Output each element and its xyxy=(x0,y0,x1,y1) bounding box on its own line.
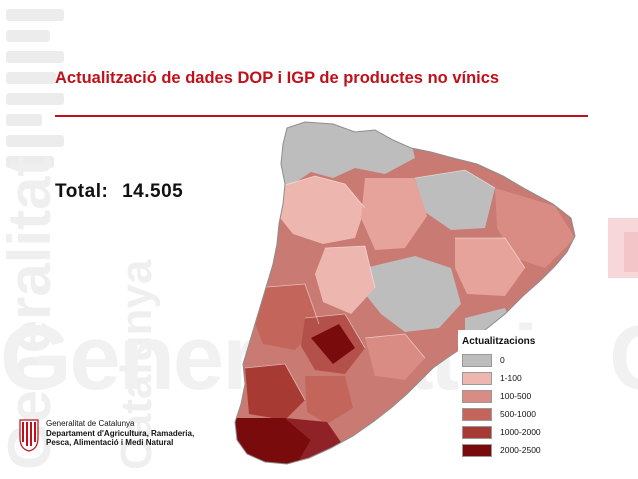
legend-label: 500-1000 xyxy=(500,409,536,419)
total-value: 14.505 xyxy=(122,181,184,202)
senyera-icon xyxy=(19,419,39,452)
watermark-left-column xyxy=(0,0,70,479)
legend-label: 1-100 xyxy=(500,373,522,383)
catalonia-map xyxy=(234,121,576,465)
legend-swatch xyxy=(462,408,492,421)
logo-line-2: Departament d'Agricultura, Ramaderia, xyxy=(46,428,195,438)
generalitat-logo: Generalitat de Catalunya Departament d'A… xyxy=(18,418,218,458)
watermark-red-block-inner xyxy=(624,232,638,272)
logo-text: Generalitat de Catalunya Departament d'A… xyxy=(46,419,194,448)
legend-swatch xyxy=(462,444,492,457)
legend-swatch xyxy=(462,426,492,439)
legend-label: 2000-2500 xyxy=(500,445,541,455)
legend-label: 0 xyxy=(500,355,505,365)
legend-label: 100-500 xyxy=(500,391,532,401)
legend-swatch xyxy=(462,372,492,385)
slide-title: Actualització de dades DOP i IGP de prod… xyxy=(55,69,500,87)
legend-title: Actualitzacions xyxy=(462,336,536,347)
legend-swatch xyxy=(462,390,492,403)
legend-label: 1000-2000 xyxy=(500,427,541,437)
legend-swatch xyxy=(462,354,492,367)
logo-line-1: Generalitat de Catalunya xyxy=(46,419,135,428)
total-label: Total: xyxy=(55,181,109,202)
logo-line-3: Pesca, Alimentació i Medi Natural xyxy=(46,438,174,447)
total-summary: Total: 14.505 xyxy=(55,181,183,203)
title-underline xyxy=(55,115,588,117)
map-legend: Actualitzacions 0 1-100 100-500 500-1000… xyxy=(458,330,588,462)
